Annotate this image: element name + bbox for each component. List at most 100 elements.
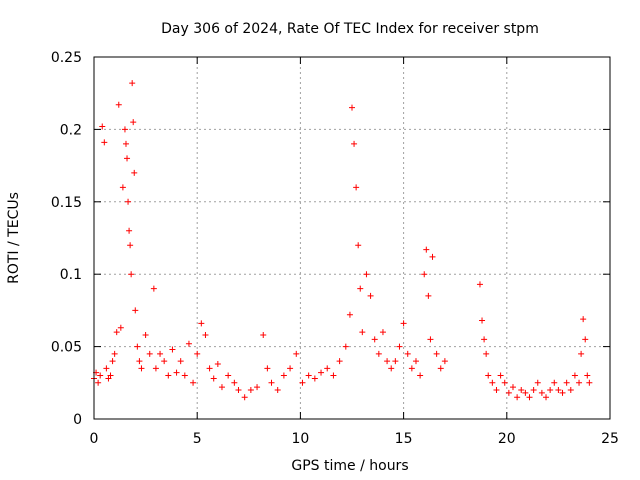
data-point <box>198 320 205 327</box>
data-point <box>476 281 483 288</box>
data-point <box>181 372 188 379</box>
data-point <box>299 379 306 386</box>
data-point <box>287 365 294 372</box>
data-point <box>122 140 129 147</box>
data-point <box>392 358 399 365</box>
data-point <box>425 292 432 299</box>
data-point <box>367 292 374 299</box>
data-point <box>563 379 570 386</box>
data-point <box>128 271 135 278</box>
data-point <box>534 379 541 386</box>
data-point <box>115 101 122 108</box>
data-point <box>357 285 364 292</box>
data-point <box>543 394 550 401</box>
data-point <box>578 350 585 357</box>
data-point <box>509 384 516 391</box>
data-point <box>586 379 593 386</box>
y-tick-label: 0.05 <box>51 340 82 356</box>
data-point <box>101 139 108 146</box>
data-point <box>311 375 318 382</box>
data-point <box>127 242 134 249</box>
data-point <box>505 389 512 396</box>
data-point <box>501 379 508 386</box>
data-point <box>119 184 126 191</box>
data-point <box>417 372 424 379</box>
data-point <box>280 372 287 379</box>
data-point <box>264 365 271 372</box>
data-point <box>138 365 145 372</box>
data-point <box>152 365 159 372</box>
data-point <box>274 387 281 394</box>
data-point <box>126 227 133 234</box>
x-tick-label: 10 <box>291 431 309 447</box>
data-point <box>173 369 180 376</box>
data-point <box>547 387 554 394</box>
data-point <box>555 387 562 394</box>
data-point <box>441 358 448 365</box>
data-point <box>146 350 153 357</box>
data-point <box>400 320 407 327</box>
data-point <box>576 379 583 386</box>
y-tick-label: 0.1 <box>60 267 82 283</box>
data-point <box>142 332 149 339</box>
data-point <box>481 336 488 343</box>
data-point <box>493 387 500 394</box>
data-point <box>421 271 428 278</box>
data-point <box>129 80 136 87</box>
data-point <box>423 246 430 253</box>
data-point <box>384 358 391 365</box>
data-point <box>584 372 591 379</box>
data-point <box>518 387 525 394</box>
y-tick-label: 0.15 <box>51 195 82 211</box>
data-point <box>131 169 138 176</box>
data-point <box>111 350 118 357</box>
data-point <box>408 365 415 372</box>
data-point <box>363 271 370 278</box>
data-point <box>427 336 434 343</box>
data-point <box>479 317 486 324</box>
data-point <box>433 350 440 357</box>
data-point <box>353 184 360 191</box>
y-tick-label: 0.2 <box>60 122 82 138</box>
data-point <box>130 119 137 126</box>
data-point <box>185 340 192 347</box>
data-point <box>396 343 403 350</box>
data-point <box>107 372 114 379</box>
plot-frame <box>93 56 611 420</box>
x-tick-label: 15 <box>395 431 413 447</box>
grid <box>94 57 610 419</box>
data-point <box>342 343 349 350</box>
data-point <box>437 365 444 372</box>
data-point <box>225 372 232 379</box>
axis-ticks: 0 5 10 15 20 25 0 0.05 0.1 0.15 0.2 0.25 <box>51 50 619 447</box>
data-point <box>388 365 395 372</box>
data-point <box>161 358 168 365</box>
data-point <box>231 379 238 386</box>
data-point <box>194 350 201 357</box>
data-point <box>489 379 496 386</box>
data-point <box>206 365 213 372</box>
data-point <box>113 329 120 336</box>
data-point <box>567 387 574 394</box>
data-point <box>177 358 184 365</box>
data-point <box>351 140 358 147</box>
data-point <box>412 358 419 365</box>
data-point <box>349 104 355 111</box>
data-point <box>268 379 275 386</box>
chart-title: Day 306 of 2024, Rate Of TEC Index for r… <box>161 21 539 37</box>
data-point <box>109 358 116 365</box>
data-point <box>218 384 225 391</box>
data-point <box>379 329 386 336</box>
y-axis-label: ROTI / TECUs <box>6 192 22 284</box>
data-point <box>247 387 254 394</box>
data-point <box>97 372 104 379</box>
data-point <box>530 387 537 394</box>
data-point <box>165 372 172 379</box>
data-point <box>125 198 132 205</box>
data-point <box>254 384 261 391</box>
data-point <box>305 372 312 379</box>
y-tick-label: 0.25 <box>51 50 82 66</box>
data-point <box>136 358 143 365</box>
